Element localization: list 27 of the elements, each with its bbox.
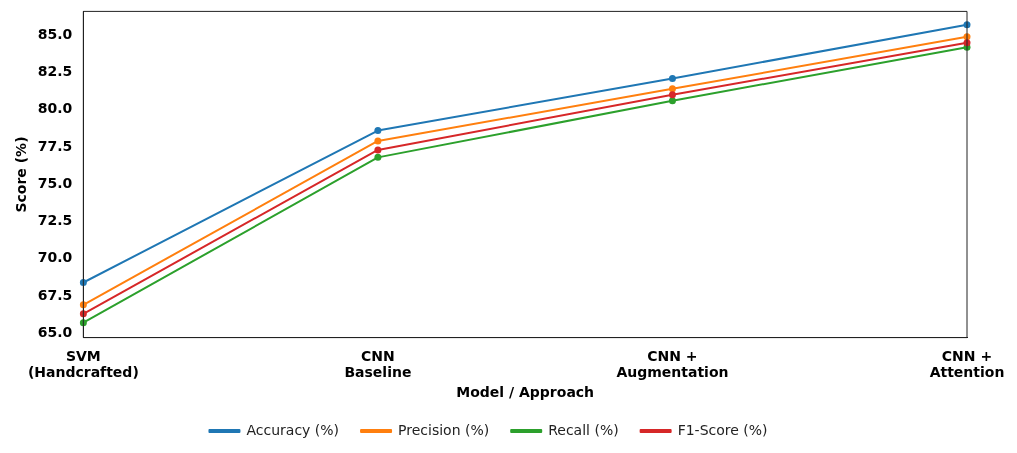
point — [374, 153, 382, 161]
y-tick-label: 75.0 — [37, 174, 73, 191]
legend-label: Accuracy (%) — [246, 421, 340, 438]
point — [668, 97, 676, 105]
y-tick-label: 70.0 — [37, 249, 73, 266]
x-tick-label: SVM (Handcrafted) — [27, 347, 139, 381]
y-tick-label: 72.5 — [37, 212, 73, 229]
y-tick-label: 67.5 — [37, 286, 73, 303]
x-tick-label: CNN + Augmentation — [616, 347, 729, 381]
y-tick-label: 82.5 — [37, 63, 73, 80]
y-tick-label: 85.0 — [37, 25, 73, 42]
x-tick-label: CNN Baseline — [344, 347, 412, 381]
x-tick-label: CNN + Attention — [929, 347, 1005, 381]
x-axis-title: Model / Approach — [456, 384, 595, 401]
point — [668, 91, 676, 99]
y-tick-label: 80.0 — [37, 100, 73, 117]
legend-label: F1-Score (%) — [677, 421, 768, 438]
y-tick-label: 77.5 — [37, 137, 73, 154]
point — [374, 137, 382, 145]
point — [668, 74, 676, 82]
y-axis-title: Score (%) — [13, 136, 30, 213]
point — [668, 85, 676, 93]
point — [374, 127, 382, 135]
legend-label: Precision (%) — [398, 421, 490, 438]
point — [374, 146, 382, 154]
legend-label: Recall (%) — [548, 421, 619, 438]
y-tick-label: 65.0 — [37, 323, 73, 340]
